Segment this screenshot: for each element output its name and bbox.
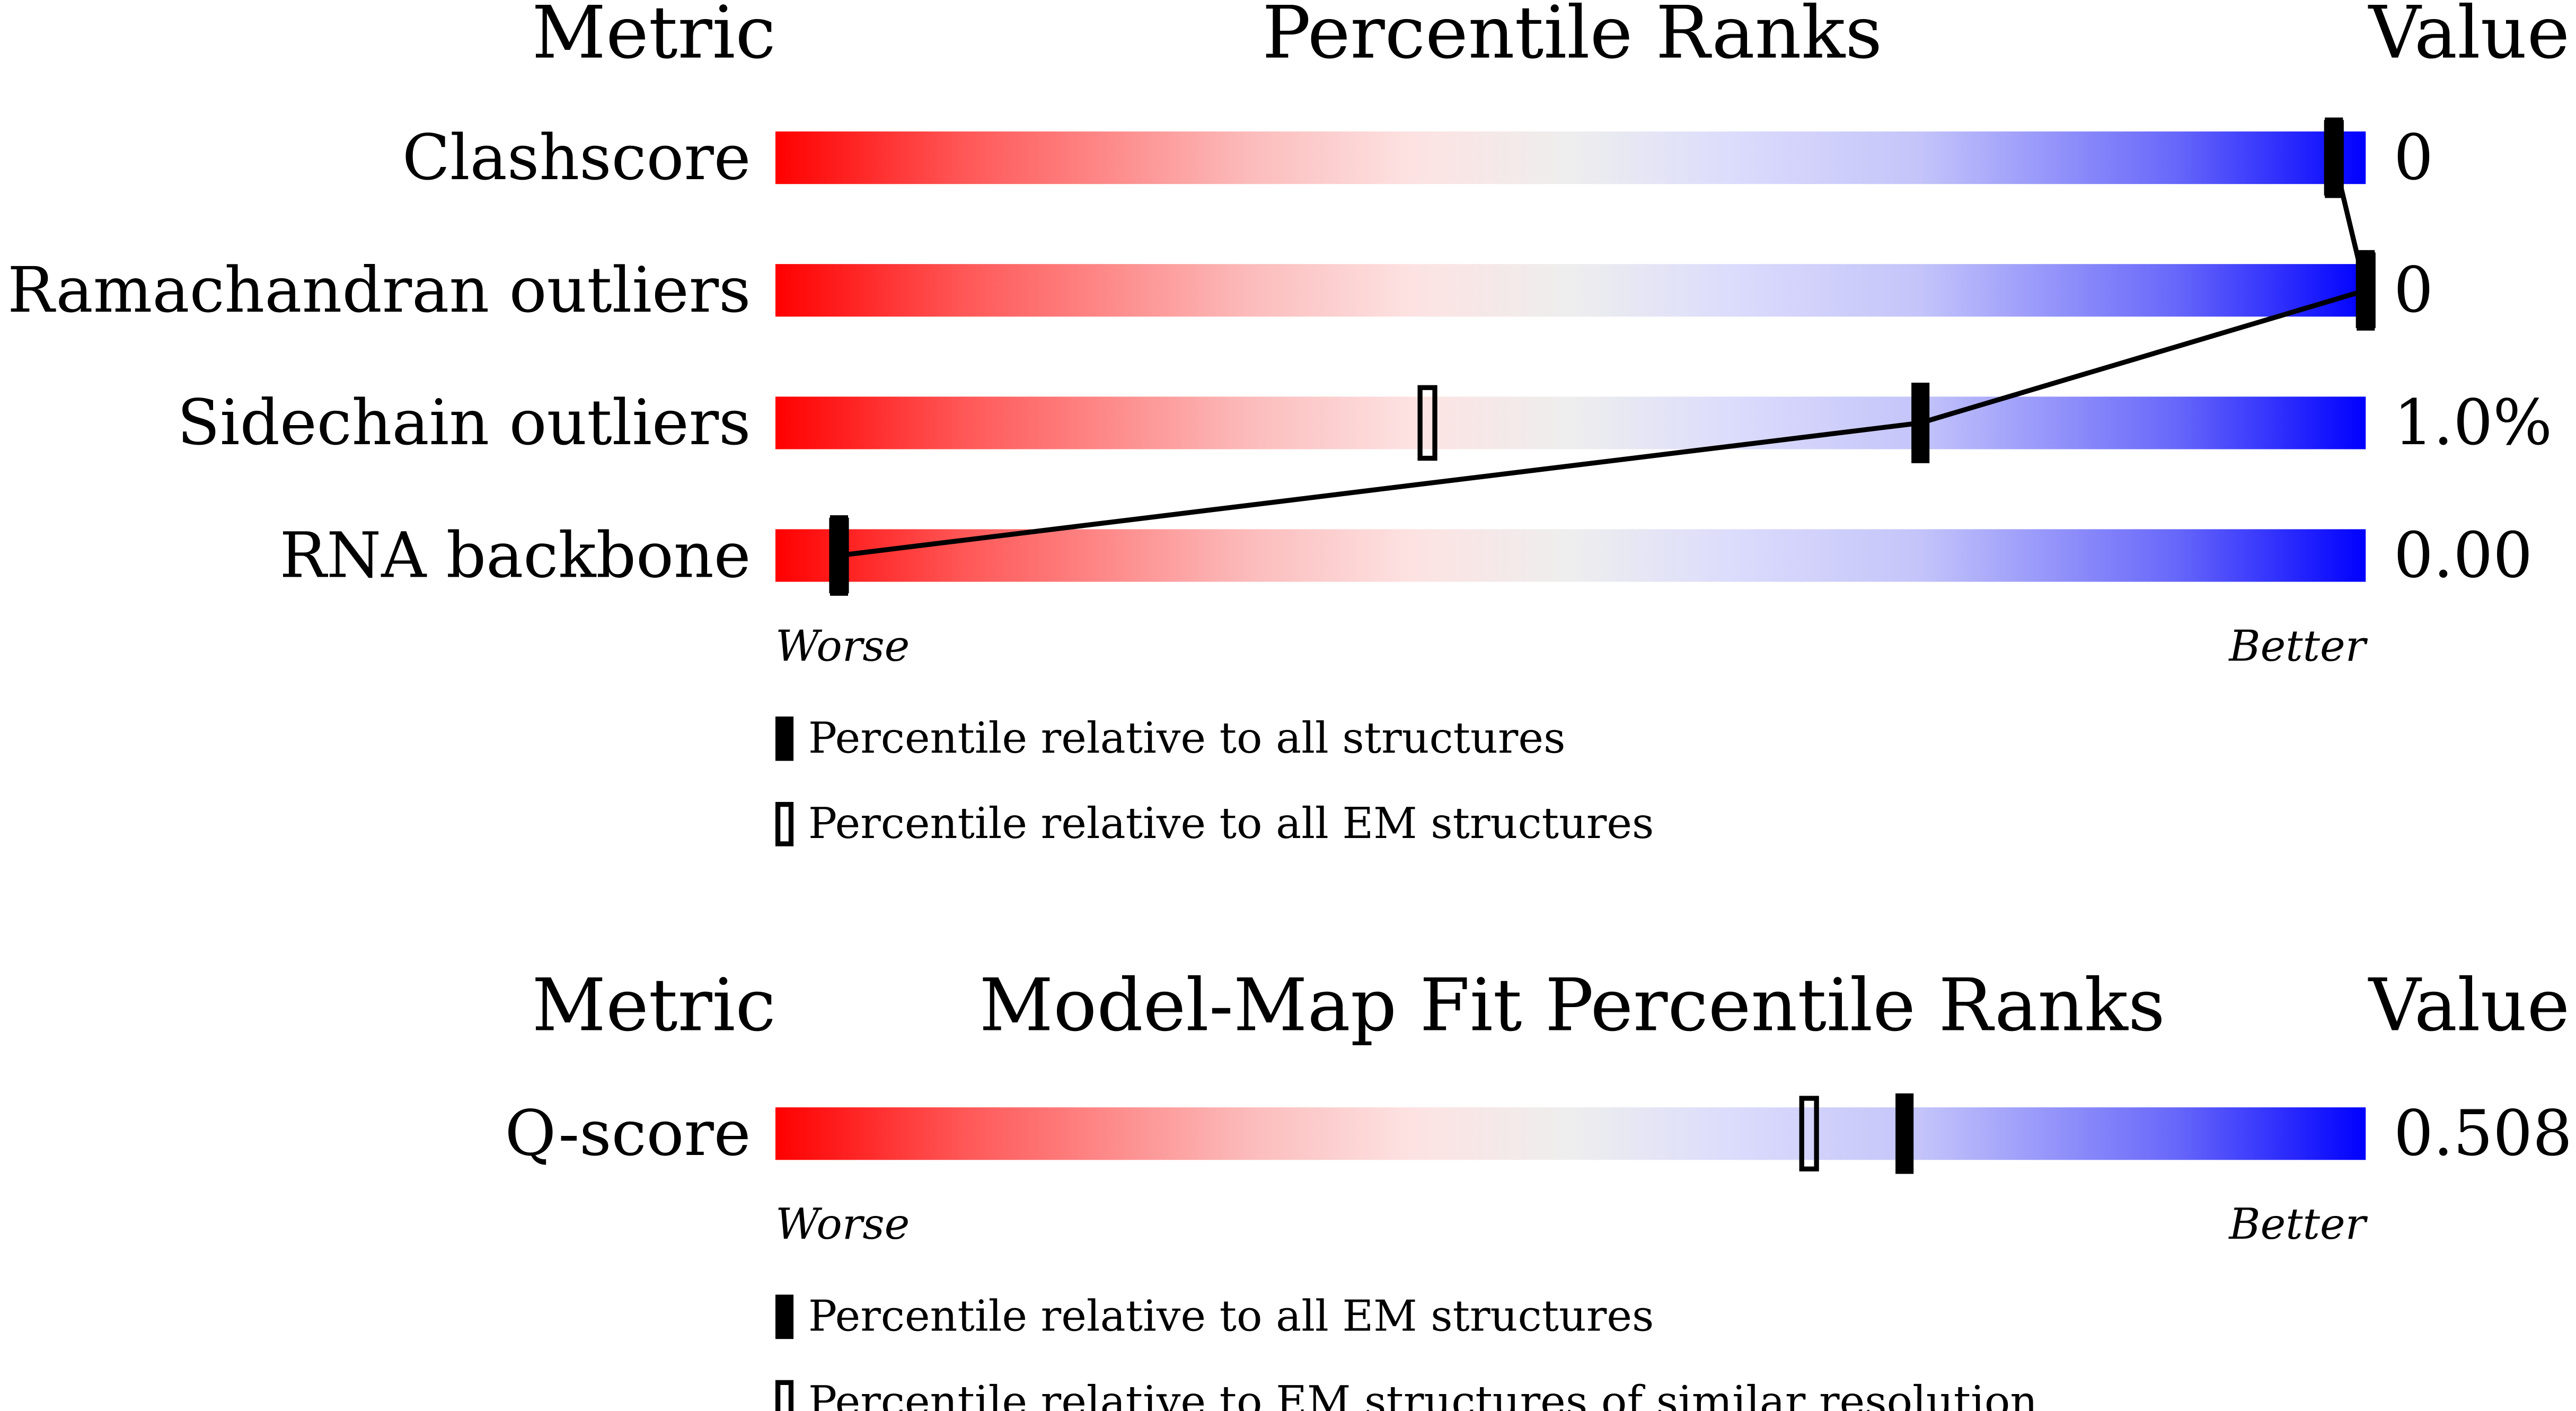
metric-value: 0	[2394, 254, 2433, 327]
metric-label: RNA backbone	[280, 519, 751, 592]
marker-filled	[1895, 1093, 1914, 1174]
chart-title: Percentile Ranks	[1262, 0, 1882, 75]
marker-filled	[1911, 382, 1930, 463]
metric-value: 0.508	[2394, 1097, 2572, 1170]
metric-label: Q-score	[505, 1097, 751, 1170]
legend-label: Percentile relative to all EM structures	[808, 1292, 1654, 1342]
metric-header: Metric	[532, 0, 775, 75]
value-header: Value	[2368, 0, 2570, 75]
legend-label: Percentile relative to EM structures of …	[808, 1377, 2037, 1411]
percentile-bar	[775, 1107, 2366, 1160]
legend-swatch	[775, 1380, 794, 1411]
metric-header: Metric	[532, 963, 775, 1047]
chart-title: Model-Map Fit Percentile Ranks	[980, 963, 2165, 1047]
percentile-bar	[775, 131, 2366, 184]
legend-swatch	[775, 716, 794, 761]
worse-label: Worse	[775, 1200, 910, 1249]
worse-label: Worse	[775, 621, 910, 671]
better-label: Better	[2228, 621, 2368, 671]
legend-label: Percentile relative to all structures	[808, 713, 1566, 763]
metric-label: Sidechain outliers	[177, 386, 751, 459]
metric-value: 0.00	[2394, 519, 2533, 592]
marker-open	[1799, 1096, 1819, 1172]
metric-value: 0	[2394, 121, 2433, 194]
connector-line	[839, 157, 2369, 558]
metric-label: Ramachandran outliers	[7, 254, 751, 327]
legend-swatch	[775, 1294, 794, 1339]
marker-open	[1417, 385, 1437, 461]
percentile-bar	[775, 396, 2366, 449]
metric-value: 1.0%	[2394, 386, 2552, 459]
metric-label: Clashscore	[402, 121, 751, 194]
value-header: Value	[2368, 963, 2570, 1047]
percentile-bar	[775, 529, 2366, 582]
better-label: Better	[2228, 1200, 2368, 1249]
marker-open	[2356, 252, 2376, 329]
legend-swatch	[775, 801, 794, 846]
marker-open	[2324, 120, 2344, 196]
percentile-bar	[775, 264, 2366, 317]
marker-open	[829, 517, 849, 594]
legend-label: Percentile relative to all EM structures	[808, 799, 1654, 849]
